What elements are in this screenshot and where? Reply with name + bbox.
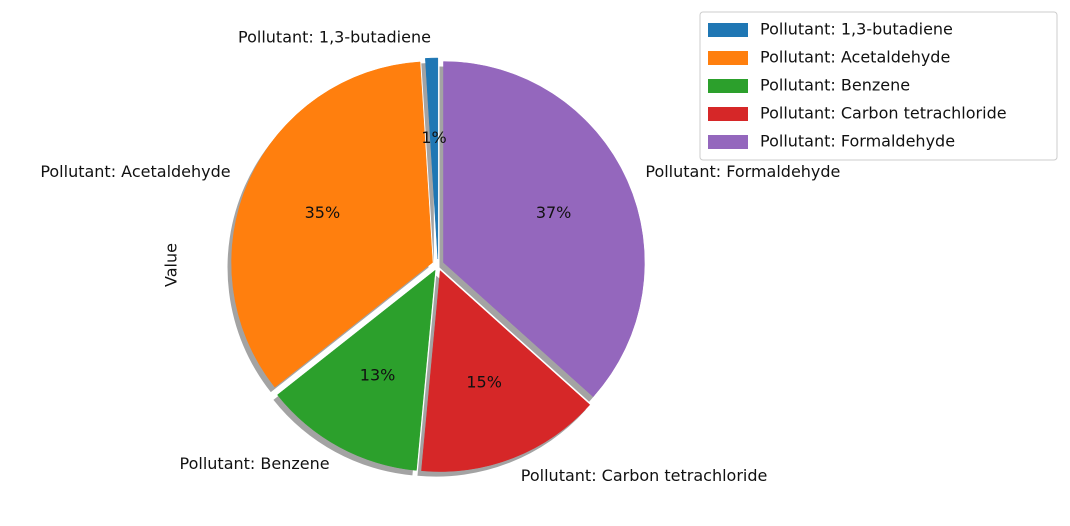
legend-swatch bbox=[708, 107, 748, 121]
percent-label: 35% bbox=[305, 203, 341, 222]
legend-label: Pollutant: Carbon tetrachloride bbox=[760, 104, 1007, 123]
legend-swatch bbox=[708, 79, 748, 93]
wedge bbox=[231, 61, 433, 388]
legend-label: Pollutant: Formaldehyde bbox=[760, 132, 955, 151]
legend-swatch bbox=[708, 135, 748, 149]
legend-label: Pollutant: Benzene bbox=[760, 76, 910, 95]
wedge-label: Pollutant: Benzene bbox=[180, 454, 330, 473]
legend-label: Pollutant: Acetaldehyde bbox=[760, 48, 950, 67]
wedge bbox=[443, 61, 645, 398]
legend-label: Pollutant: 1,3-butadiene bbox=[760, 20, 953, 39]
percent-label: 1% bbox=[421, 128, 446, 147]
wedge bbox=[421, 270, 591, 472]
wedge bbox=[425, 57, 439, 260]
percent-label: 15% bbox=[466, 372, 502, 391]
wedge bbox=[277, 269, 436, 471]
wedge-label: Pollutant: Formaldehyde bbox=[645, 162, 840, 181]
legend-swatch bbox=[708, 51, 748, 65]
wedge-label: Pollutant: Carbon tetrachloride bbox=[521, 466, 768, 485]
y-axis-label: Value bbox=[162, 243, 181, 287]
wedge-label: Pollutant: 1,3-butadiene bbox=[238, 28, 431, 47]
wedge-label: Pollutant: Acetaldehyde bbox=[40, 162, 230, 181]
legend-box bbox=[699, 11, 1058, 161]
legend-swatch bbox=[708, 23, 748, 37]
percent-label: 13% bbox=[360, 366, 396, 385]
percent-label: 37% bbox=[536, 203, 572, 222]
